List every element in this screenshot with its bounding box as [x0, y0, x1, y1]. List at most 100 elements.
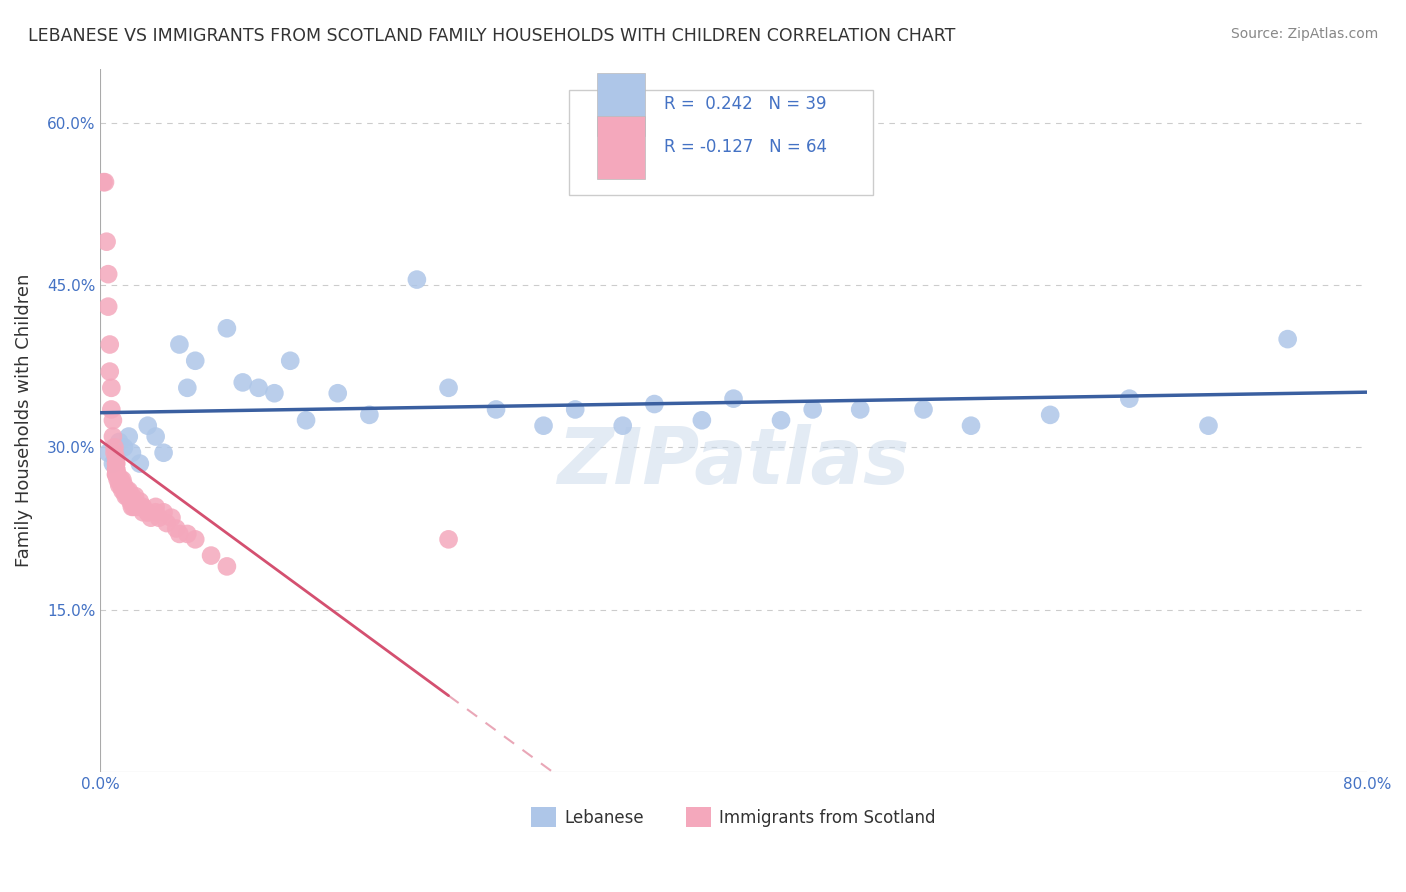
- Point: [960, 418, 983, 433]
- Point: [115, 489, 138, 503]
- Point: [98, 337, 121, 351]
- Point: [97, 300, 120, 314]
- Point: [100, 402, 122, 417]
- FancyBboxPatch shape: [569, 89, 873, 195]
- Point: [105, 467, 128, 482]
- Point: [112, 441, 135, 455]
- Point: [215, 559, 238, 574]
- Text: LEBANESE VS IMMIGRANTS FROM SCOTLAND FAMILY HOUSEHOLDS WITH CHILDREN CORRELATION: LEBANESE VS IMMIGRANTS FROM SCOTLAND FAM…: [28, 27, 956, 45]
- Point: [121, 500, 143, 514]
- Point: [101, 429, 124, 443]
- Point: [108, 478, 131, 492]
- Point: [120, 494, 142, 508]
- Point: [437, 533, 460, 547]
- Point: [184, 353, 207, 368]
- Point: [110, 478, 132, 492]
- Point: [169, 337, 191, 351]
- Point: [105, 451, 128, 466]
- Point: [145, 429, 167, 443]
- Point: [160, 510, 183, 524]
- Text: R =  0.242   N = 39: R = 0.242 N = 39: [664, 95, 827, 113]
- Point: [93, 175, 115, 189]
- Point: [136, 505, 159, 519]
- Point: [176, 527, 198, 541]
- Point: [118, 489, 141, 503]
- Point: [136, 418, 159, 433]
- Point: [97, 446, 120, 460]
- Point: [112, 483, 135, 498]
- Point: [122, 500, 145, 514]
- Y-axis label: Family Households with Children: Family Households with Children: [15, 274, 32, 567]
- Point: [98, 365, 121, 379]
- Point: [156, 516, 179, 530]
- Point: [145, 505, 167, 519]
- Point: [125, 500, 148, 514]
- Point: [485, 402, 508, 417]
- Point: [108, 473, 131, 487]
- Point: [690, 413, 713, 427]
- Point: [152, 505, 174, 519]
- Point: [121, 494, 143, 508]
- Point: [437, 381, 460, 395]
- Point: [849, 402, 872, 417]
- Point: [128, 457, 150, 471]
- Point: [105, 457, 128, 471]
- Point: [1118, 392, 1140, 406]
- Point: [132, 505, 155, 519]
- FancyBboxPatch shape: [596, 72, 645, 136]
- Point: [215, 321, 238, 335]
- Point: [105, 462, 128, 476]
- Point: [295, 413, 318, 427]
- Point: [111, 473, 134, 487]
- Point: [912, 402, 935, 417]
- Point: [564, 402, 586, 417]
- Point: [184, 533, 207, 547]
- Point: [263, 386, 285, 401]
- Legend: Lebanese, Immigrants from Scotland: Lebanese, Immigrants from Scotland: [524, 800, 942, 834]
- Point: [101, 413, 124, 427]
- Point: [100, 381, 122, 395]
- Point: [359, 408, 381, 422]
- Point: [120, 489, 142, 503]
- Point: [101, 457, 124, 471]
- Point: [110, 473, 132, 487]
- Text: R = -0.127   N = 64: R = -0.127 N = 64: [664, 138, 827, 156]
- Point: [108, 434, 131, 449]
- Point: [247, 381, 270, 395]
- Point: [128, 494, 150, 508]
- Point: [176, 381, 198, 395]
- Point: [769, 413, 792, 427]
- Point: [114, 489, 136, 503]
- Point: [152, 446, 174, 460]
- Point: [612, 418, 634, 433]
- Point: [801, 402, 824, 417]
- Point: [103, 446, 125, 460]
- Point: [105, 462, 128, 476]
- Text: ZIPatlas: ZIPatlas: [557, 425, 910, 500]
- Point: [278, 353, 301, 368]
- Point: [118, 429, 141, 443]
- Point: [112, 478, 135, 492]
- Point: [115, 483, 138, 498]
- Point: [326, 386, 349, 401]
- Point: [1198, 418, 1220, 433]
- FancyBboxPatch shape: [596, 116, 645, 179]
- Point: [121, 446, 143, 460]
- Point: [96, 235, 118, 249]
- Point: [114, 483, 136, 498]
- Point: [136, 505, 159, 519]
- Point: [121, 489, 143, 503]
- Point: [107, 473, 129, 487]
- Point: [232, 376, 254, 390]
- Text: Source: ZipAtlas.com: Source: ZipAtlas.com: [1230, 27, 1378, 41]
- Point: [103, 441, 125, 455]
- Point: [97, 267, 120, 281]
- Point: [406, 272, 429, 286]
- Point: [1039, 408, 1062, 422]
- Point: [124, 489, 146, 503]
- Point: [200, 549, 222, 563]
- Point: [169, 527, 191, 541]
- Point: [139, 510, 162, 524]
- Point: [145, 500, 167, 514]
- Point: [533, 418, 555, 433]
